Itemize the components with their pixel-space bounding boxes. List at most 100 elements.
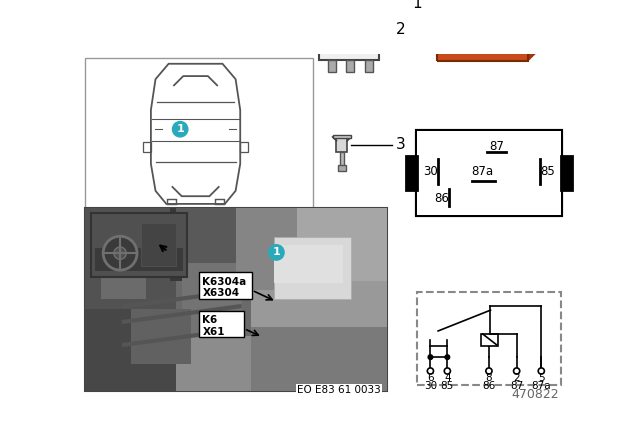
Bar: [176, 336, 297, 391]
Bar: [240, 142, 248, 152]
Text: 87a: 87a: [531, 381, 551, 391]
Bar: [297, 208, 387, 281]
Circle shape: [538, 368, 545, 374]
Bar: [362, 15, 376, 30]
Bar: [327, 17, 337, 28]
Bar: [200, 272, 252, 299]
Bar: [86, 208, 387, 391]
Bar: [182, 263, 243, 336]
Bar: [170, 208, 245, 281]
PathPatch shape: [528, 0, 542, 61]
Text: 30: 30: [423, 165, 438, 178]
Bar: [542, 17, 559, 25]
Text: 6: 6: [427, 373, 434, 383]
Bar: [437, 0, 528, 61]
Bar: [252, 327, 387, 391]
Text: 86: 86: [483, 381, 495, 391]
Text: 87: 87: [510, 381, 524, 391]
Circle shape: [172, 121, 188, 137]
Circle shape: [103, 236, 137, 270]
Bar: [417, 293, 561, 385]
Bar: [141, 223, 175, 266]
Text: X6304: X6304: [202, 288, 239, 298]
Bar: [481, 334, 498, 346]
Text: 3: 3: [396, 137, 406, 152]
Bar: [419, 133, 559, 213]
Circle shape: [486, 368, 492, 374]
Text: 470822: 470822: [511, 388, 559, 401]
Bar: [325, 35, 339, 51]
Bar: [143, 142, 151, 152]
Bar: [542, 39, 559, 46]
Text: K6304a: K6304a: [202, 277, 247, 287]
Bar: [311, 25, 319, 44]
Bar: [176, 208, 236, 263]
Bar: [417, 131, 561, 215]
Bar: [131, 309, 191, 363]
Bar: [167, 199, 176, 204]
Bar: [346, 17, 355, 28]
Bar: [346, 60, 354, 72]
Bar: [561, 156, 572, 190]
Bar: [100, 245, 146, 299]
Text: 5: 5: [538, 373, 545, 383]
Text: 1: 1: [176, 124, 184, 134]
Circle shape: [269, 245, 284, 260]
Bar: [325, 15, 339, 30]
Bar: [542, 22, 559, 25]
Circle shape: [445, 355, 450, 359]
Circle shape: [428, 355, 433, 359]
Bar: [86, 309, 191, 391]
Bar: [431, 346, 447, 357]
Bar: [365, 60, 372, 72]
Bar: [338, 164, 346, 171]
Bar: [379, 25, 387, 44]
Bar: [364, 38, 373, 48]
Circle shape: [444, 368, 451, 374]
Circle shape: [114, 247, 126, 259]
Bar: [346, 38, 355, 48]
Text: 85: 85: [540, 165, 555, 178]
Bar: [236, 208, 297, 290]
Text: 30: 30: [424, 381, 437, 391]
Text: 1: 1: [412, 0, 422, 11]
Text: 85: 85: [441, 381, 454, 391]
Bar: [344, 35, 357, 51]
Bar: [417, 131, 561, 215]
Bar: [344, 15, 357, 30]
Bar: [328, 60, 336, 72]
Text: 8: 8: [486, 373, 492, 383]
Text: 87: 87: [489, 140, 504, 153]
Text: K6: K6: [202, 315, 218, 325]
Bar: [327, 38, 337, 48]
Bar: [95, 248, 183, 271]
Bar: [542, 44, 559, 46]
Bar: [274, 245, 344, 283]
Bar: [91, 213, 187, 277]
Text: EO E83 61 0033: EO E83 61 0033: [298, 385, 381, 395]
Bar: [252, 208, 387, 327]
Text: 1: 1: [273, 247, 280, 258]
Bar: [364, 17, 373, 28]
Circle shape: [428, 368, 433, 374]
Text: 86: 86: [434, 192, 449, 205]
Bar: [337, 137, 348, 152]
Bar: [542, 0, 559, 6]
Bar: [362, 35, 376, 51]
Bar: [86, 208, 176, 309]
Bar: [316, 0, 382, 1]
Circle shape: [513, 368, 520, 374]
Text: 87a: 87a: [472, 165, 494, 178]
Text: X61: X61: [202, 327, 225, 337]
Text: 2: 2: [396, 22, 405, 37]
Bar: [86, 58, 312, 208]
Bar: [333, 135, 351, 138]
Bar: [200, 311, 244, 337]
Bar: [437, 0, 528, 61]
Text: 4: 4: [444, 373, 451, 383]
Text: 2: 2: [513, 373, 520, 383]
Bar: [542, 4, 559, 6]
Bar: [274, 237, 351, 299]
Bar: [215, 199, 224, 204]
Bar: [319, 0, 379, 60]
